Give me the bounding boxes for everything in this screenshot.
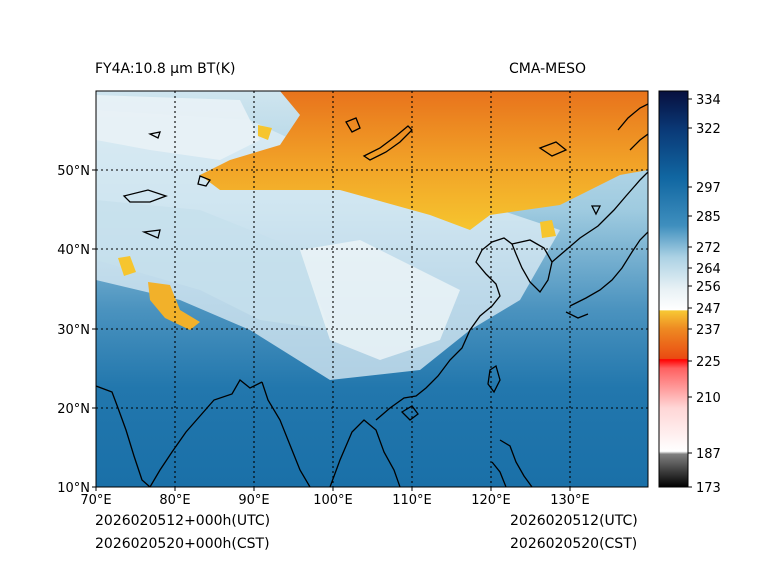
forecast-time-utc: 2026020512+000h(UTC)	[95, 513, 271, 529]
colorbar-tick-label-187: 187	[696, 447, 721, 462]
colorbar-tick-label-285: 285	[696, 210, 721, 225]
lon-label-90: 90°E	[238, 493, 269, 508]
map-frame	[95, 90, 649, 488]
coastlines	[96, 103, 648, 487]
forecast-time-cst: 2026020520+000h(CST)	[95, 536, 270, 552]
colorbar-tick-label-237: 237	[696, 323, 721, 338]
colorbar-ticks: 334 322 297 285 272 264 256 247 237 225 210 187 173	[688, 93, 721, 496]
observation-time-cst: 2026020520(CST)	[510, 536, 638, 552]
brightness-temperature-field	[96, 91, 648, 487]
lat-label-10: 10°N	[57, 481, 90, 496]
lon-label-100: 100°E	[313, 493, 353, 508]
colorbar-tick-label-210: 210	[696, 391, 721, 406]
lon-label-130: 130°E	[550, 493, 590, 508]
colorbar-tick-label-247: 247	[696, 302, 721, 317]
lon-label-120: 120°E	[471, 493, 511, 508]
colorbar-tick-label-256: 256	[696, 280, 721, 295]
colorbar-gradient	[659, 91, 688, 487]
gridlines	[96, 91, 648, 487]
lat-label-40: 40°N	[57, 243, 90, 258]
colorbar-tick-label-297: 297	[696, 181, 721, 196]
colorbar-tick-label-272: 272	[696, 241, 721, 256]
colorbar-tick-label-173: 173	[696, 481, 721, 496]
lat-tick-marks	[92, 169, 96, 488]
colorbar-tick-label-322: 322	[696, 122, 721, 137]
model-label: CMA-MESO	[509, 61, 587, 77]
lat-label-20: 20°N	[57, 402, 90, 417]
lat-label-50: 50°N	[57, 164, 90, 179]
map-title: FY4A:10.8 µm BT(K)	[95, 61, 236, 77]
observation-time-utc: 2026020512(UTC)	[510, 513, 638, 529]
colorbar-tick-label-334: 334	[696, 93, 721, 108]
lon-label-80: 80°E	[159, 493, 190, 508]
lon-tick-marks	[95, 487, 571, 491]
lon-label-70: 70°E	[80, 493, 111, 508]
colorbar-tick-label-264: 264	[696, 262, 721, 277]
lon-label-110: 110°E	[392, 493, 432, 508]
colorbar-frame	[658, 90, 689, 488]
colorbar-tick-label-225: 225	[696, 355, 721, 370]
colorbar: 334 322 297 285 272 264 256 247 237 225 210 187 173	[658, 90, 721, 496]
lat-label-30: 30°N	[57, 323, 90, 338]
